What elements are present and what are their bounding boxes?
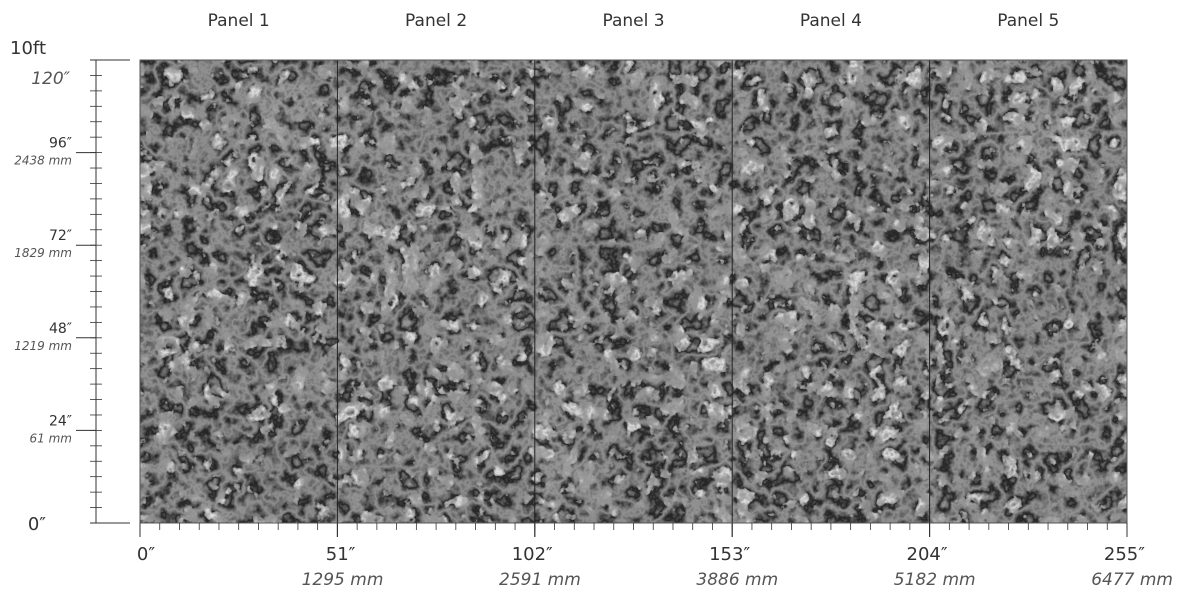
horizontal-tick-label: 51″: [326, 544, 356, 565]
horizontal-tick-label: 102″: [512, 544, 553, 565]
vertical-tick-label: 96″: [49, 136, 72, 152]
horizontal-tick-label: 204″: [907, 544, 948, 565]
vertical-tick-label: 0″: [28, 514, 46, 535]
horizontal-scale: 0″ 51″ 1295 mm 102″ 2591 mm 153″ 3886 mm 204″ 51…: [137, 523, 1173, 590]
vertical-tick-sub-label: 1829 mm: [14, 246, 72, 260]
panel-label-4: Panel 4: [800, 11, 862, 31]
vertical-scale: 10ft 0″ 24″ 61 mm 48″ 1219 mm 72″ 1829 mm 96″ 243…: [10, 38, 130, 535]
vertical-tick-sub-label: 120″: [31, 69, 70, 89]
vertical-tick-sub-label: 2438 mm: [14, 154, 72, 168]
horizontal-tick-sub-label: 6477 mm: [1091, 570, 1173, 590]
panel-label-3: Panel 3: [602, 11, 664, 31]
vertical-tick-label: 48″: [49, 321, 72, 337]
horizontal-tick-label: 255″: [1104, 544, 1145, 565]
slab-image: [140, 60, 1127, 523]
vertical-tick-label: 72″: [49, 228, 72, 244]
vertical-tick-label: 24″: [49, 413, 72, 429]
panel-labels: Panel 1 Panel 2 Panel 3 Panel 4 Panel 5: [208, 11, 1060, 31]
slab-vein-texture: [140, 60, 1127, 523]
horizontal-tick-label: 0″: [137, 544, 155, 565]
horizontal-tick-sub-label: 5182 mm: [894, 570, 976, 590]
panel-label-2: Panel 2: [405, 11, 467, 31]
vertical-tick-sub-label: 1219 mm: [14, 339, 72, 353]
vertical-tick-sub-label: 61 mm: [30, 431, 72, 445]
vertical-scale-top-unit: 10ft: [10, 38, 46, 59]
horizontal-tick-label: 153″: [709, 544, 750, 565]
horizontal-tick-sub-label: 2591 mm: [499, 570, 581, 590]
horizontal-tick-sub-label: 3886 mm: [696, 570, 778, 590]
horizontal-tick-sub-label: 1295 mm: [302, 570, 384, 590]
panel-label-1: Panel 1: [208, 11, 270, 31]
panel-label-5: Panel 5: [997, 11, 1059, 31]
panel-dividers: [336, 60, 931, 537]
